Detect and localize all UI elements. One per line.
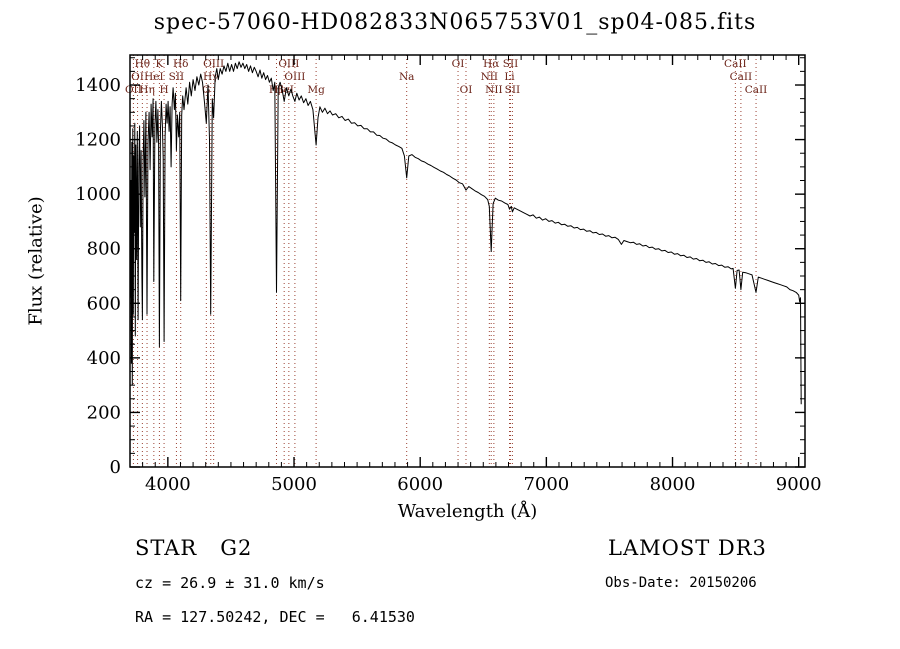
spectral-line-label: SII [169,71,185,83]
obs-date-value: Obs-Date: 20150206 [605,575,757,591]
spectral-line-label: G [202,84,210,96]
ra-dec-value: RA = 127.50242, DEC = 6.41530 [135,608,415,626]
y-tick-label: 1400 [75,75,121,96]
spectral-line-label: Li [504,71,515,83]
spectral-line-label: OIII [203,58,224,70]
y-tick-label: 600 [87,293,121,314]
spectral-line-label: Hα [483,58,499,70]
y-tick-label: 0 [110,457,121,478]
spectral-line-label: OI [460,84,473,96]
spectral-line-label: K [155,58,163,70]
x-axis-label: Wavelength (Å) [397,501,538,522]
spectral-line-markers: OIIOIHθHηHeIKHSIIHδGHγOIIIHβHeIOIIIOIIIM… [125,55,767,467]
y-tick-label: 400 [87,348,121,369]
spectral-line-label: OI [452,58,465,70]
spectrum-line [129,61,802,405]
survey-label: LAMOST DR3 [608,536,767,560]
spectral-line-label: Hδ [173,58,188,70]
spectral-line-label: CaII [745,84,768,96]
spectral-line-label: CaII [730,71,753,83]
cz-value: cz = 26.9 ± 31.0 km/s [135,574,325,592]
spectral-line-label: Na [399,71,414,83]
x-tick-label: 6000 [397,474,443,495]
x-tick-label: 9000 [776,474,822,495]
spectral-line-label: NII [485,84,502,96]
y-tick-label: 200 [87,402,121,423]
x-tick-label: 7000 [523,474,569,495]
spectral-line-label: Mg [307,84,325,96]
spectral-line-label: NII [481,71,498,83]
spectral-line-label: SII [505,84,521,96]
x-tick-label: 5000 [271,474,317,495]
x-tick-label: 8000 [650,474,696,495]
y-axis-label: Flux (relative) [25,196,47,326]
spectral-line-label: HeI [144,71,164,83]
spectral-line-label: Hη [139,84,154,96]
y-tick-label: 1200 [75,130,121,151]
spectral-line-label: Hθ [135,58,150,70]
y-tick-label: 800 [87,239,121,260]
plot-title: spec-57060-HD082833N065753V01_sp04-085.f… [153,10,757,35]
spectral-line-label: OI [131,71,144,83]
spectral-line-label: SII [503,58,519,70]
spectrum-plot: OIIOIHθHηHeIKHSIIHδGHγOIIIHβHeIOIIIOIIIM… [75,54,822,495]
spectral-line-label: H [159,84,168,96]
object-class-label: STAR G2 [135,536,253,560]
x-tick-label: 4000 [145,474,191,495]
plot-axes: 4000 5000 6000 7000 8000 9000 0 200 400 600 800 100… [75,54,822,495]
plot-frame [129,54,806,468]
y-tick-label: 1000 [75,184,121,205]
spectral-line-label: OIII [284,71,305,83]
